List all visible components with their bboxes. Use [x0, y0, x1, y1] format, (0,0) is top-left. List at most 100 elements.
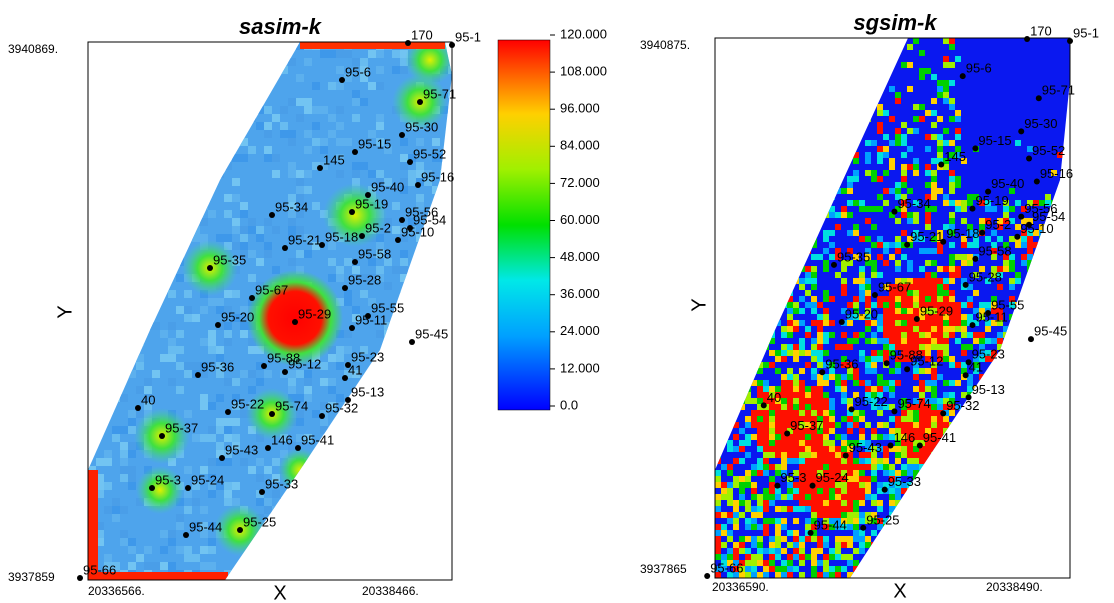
field-cell [883, 134, 889, 140]
field-cell [1027, 242, 1033, 248]
field-cell [781, 182, 787, 188]
field-cell [120, 130, 128, 138]
field-cell [811, 212, 817, 218]
field-cell [144, 162, 152, 170]
field-cell [985, 320, 991, 326]
field-cell [943, 500, 949, 506]
field-cell [925, 338, 931, 344]
field-cell [304, 554, 312, 562]
field-cell [805, 500, 811, 506]
field-cell [160, 530, 168, 538]
field-cell [859, 266, 865, 272]
field-cell [727, 488, 733, 494]
field-cell [781, 128, 787, 134]
field-cell [871, 272, 877, 278]
field-cell [120, 394, 128, 402]
field-cell [835, 566, 841, 572]
field-cell [739, 494, 745, 500]
field-cell [817, 536, 823, 542]
field-cell [208, 106, 216, 114]
field-cell [823, 398, 829, 404]
field-cell [931, 446, 937, 452]
field-cell [400, 154, 408, 162]
field-cell [973, 230, 979, 236]
field-cell [88, 50, 96, 58]
field-cell [877, 242, 883, 248]
field-cell [751, 170, 757, 176]
field-cell [1045, 518, 1051, 524]
field-cell [1057, 356, 1063, 362]
field-cell [973, 458, 979, 464]
field-cell [727, 440, 733, 446]
field-cell [1021, 530, 1027, 536]
well-label: 95-54 [413, 212, 446, 227]
field-cell [973, 368, 979, 374]
field-cell [883, 470, 889, 476]
field-cell [829, 518, 835, 524]
field-cell [152, 218, 160, 226]
field-cell [865, 488, 871, 494]
field-cell [889, 500, 895, 506]
field-cell [955, 476, 961, 482]
field-cell [1063, 248, 1069, 254]
field-cell [240, 154, 248, 162]
field-cell [739, 236, 745, 242]
field-cell [895, 422, 901, 428]
field-cell [973, 356, 979, 362]
field-cell [793, 440, 799, 446]
field-cell [1063, 272, 1069, 278]
field-cell [925, 290, 931, 296]
field-cell [248, 114, 256, 122]
field-cell [721, 200, 727, 206]
field-cell [1063, 446, 1069, 452]
field-cell [901, 536, 907, 542]
field-cell [1021, 512, 1027, 518]
field-cell [763, 338, 769, 344]
field-cell [96, 42, 104, 50]
field-cell [1027, 404, 1033, 410]
field-cell [985, 500, 991, 506]
field-cell [775, 110, 781, 116]
field-cell [1033, 506, 1039, 512]
field-cell [955, 182, 961, 188]
field-cell [793, 386, 799, 392]
field-cell [368, 258, 376, 266]
field-cell [949, 548, 955, 554]
field-cell [997, 362, 1003, 368]
field-cell [937, 374, 943, 380]
field-cell [943, 350, 949, 356]
field-cell [1015, 404, 1021, 410]
field-cell [811, 398, 817, 404]
field-cell [823, 230, 829, 236]
field-cell [320, 458, 328, 466]
field-cell [859, 284, 865, 290]
field-cell [787, 440, 793, 446]
field-cell [216, 370, 224, 378]
field-cell [751, 236, 757, 242]
field-cell [304, 506, 312, 514]
field-cell [955, 464, 961, 470]
field-cell [408, 466, 416, 474]
field-cell [739, 212, 745, 218]
field-cell [376, 530, 384, 538]
field-cell [304, 106, 312, 114]
field-cell [823, 416, 829, 422]
field-cell [763, 548, 769, 554]
field-cell [937, 416, 943, 422]
field-cell [745, 548, 751, 554]
field-cell [1033, 512, 1039, 518]
field-cell [384, 282, 392, 290]
field-cell [859, 236, 865, 242]
field-cell [184, 314, 192, 322]
field-cell [865, 218, 871, 224]
field-cell [88, 290, 96, 298]
field-cell [1045, 488, 1051, 494]
field-cell [781, 440, 787, 446]
field-cell [1021, 230, 1027, 236]
field-cell [264, 498, 272, 506]
field-cell [733, 356, 739, 362]
field-cell [913, 470, 919, 476]
field-cell [991, 230, 997, 236]
field-cell [949, 314, 955, 320]
field-cell [739, 290, 745, 296]
